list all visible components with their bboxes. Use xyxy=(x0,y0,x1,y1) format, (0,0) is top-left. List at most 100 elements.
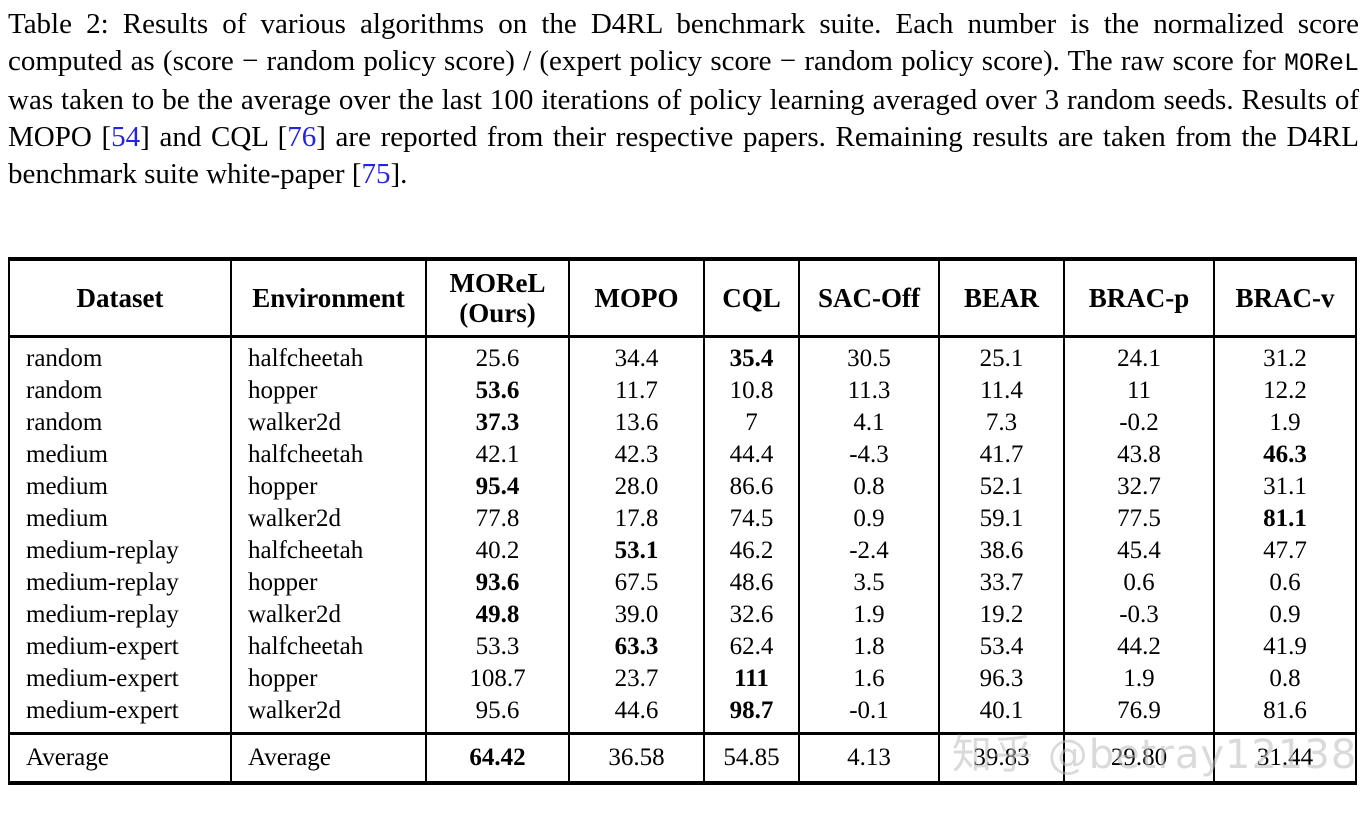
score-cell: 46.3 xyxy=(1213,439,1357,471)
score-cell: 77.8 xyxy=(425,503,570,535)
column-header: MOReL (Ours) xyxy=(425,259,570,337)
code-text: MOReL xyxy=(1283,49,1359,78)
score-cell: 49.8 xyxy=(425,599,570,631)
score-cell: 111 xyxy=(703,663,800,695)
results-table: Dataset Environment MOReL (Ours) MOPO CQL SAC… xyxy=(8,257,1357,785)
score-cell: 0.6 xyxy=(1213,567,1357,599)
table-row: random hopper 53.6 11.7 10.8 11.3 11.4 11 12.2 xyxy=(8,375,1357,407)
average-score-cell: 54.85 xyxy=(703,733,800,783)
score-cell: -4.3 xyxy=(798,439,940,471)
table-row: medium-expert walker2d 95.6 44.6 98.7 -0.1 40.… xyxy=(8,695,1357,734)
score-cell: 39.0 xyxy=(568,599,705,631)
score-cell: 74.5 xyxy=(703,503,800,535)
dataset-cell: medium-expert xyxy=(8,663,232,695)
header-row: Dataset Environment MOReL (Ours) MOPO CQL SAC… xyxy=(8,259,1357,337)
average-score-cell: 29.80 xyxy=(1063,733,1215,783)
table-row: medium-expert hopper 108.7 23.7 111 1.6 96.3 1.… xyxy=(8,663,1357,695)
dataset-cell: medium xyxy=(8,503,232,535)
score-cell: 45.4 xyxy=(1063,535,1215,567)
score-cell: 35.4 xyxy=(703,336,800,375)
environment-cell: halfcheetah xyxy=(230,535,427,567)
score-cell: 1.6 xyxy=(798,663,940,695)
column-header: Dataset xyxy=(8,259,232,337)
score-cell: 1.9 xyxy=(798,599,940,631)
dataset-cell: medium xyxy=(8,471,232,503)
score-cell: 42.1 xyxy=(425,439,570,471)
score-cell: 40.1 xyxy=(938,695,1065,734)
score-cell: 19.2 xyxy=(938,599,1065,631)
score-cell: 41.9 xyxy=(1213,631,1357,663)
caption-text: ]. xyxy=(390,158,408,190)
score-cell: 52.1 xyxy=(938,471,1065,503)
citation-link[interactable]: 54 xyxy=(111,121,141,153)
column-header: BRAC-p xyxy=(1063,259,1215,337)
score-cell: 33.7 xyxy=(938,567,1065,599)
score-cell: 53.3 xyxy=(425,631,570,663)
dataset-cell: medium-expert xyxy=(8,695,232,734)
score-cell: 44.2 xyxy=(1063,631,1215,663)
score-cell: 0.9 xyxy=(798,503,940,535)
score-cell: 48.6 xyxy=(703,567,800,599)
column-header: CQL xyxy=(703,259,800,337)
column-header: SAC-Off xyxy=(798,259,940,337)
score-cell: -2.4 xyxy=(798,535,940,567)
table-row: medium-replay halfcheetah 40.2 53.1 46.2 -2.4… xyxy=(8,535,1357,567)
score-cell: 93.6 xyxy=(425,567,570,599)
citation-link[interactable]: 76 xyxy=(287,121,317,153)
score-cell: 12.2 xyxy=(1213,375,1357,407)
score-cell: 98.7 xyxy=(703,695,800,734)
score-cell: 30.5 xyxy=(798,336,940,375)
score-cell: 0.8 xyxy=(798,471,940,503)
score-cell: 7.3 xyxy=(938,407,1065,439)
environment-cell: halfcheetah xyxy=(230,336,427,375)
score-cell: 63.3 xyxy=(568,631,705,663)
table-caption: Table 2: Results of various algorithms o… xyxy=(8,6,1359,193)
average-score-cell: 4.13 xyxy=(798,733,940,783)
score-cell: 0.6 xyxy=(1063,567,1215,599)
score-cell: 11.3 xyxy=(798,375,940,407)
score-cell: 34.4 xyxy=(568,336,705,375)
score-cell: 46.2 xyxy=(703,535,800,567)
environment-cell: walker2d xyxy=(230,407,427,439)
column-header: BRAC-v xyxy=(1213,259,1357,337)
score-cell: 11.7 xyxy=(568,375,705,407)
score-cell: 3.5 xyxy=(798,567,940,599)
score-cell: 1.9 xyxy=(1063,663,1215,695)
score-cell: 81.6 xyxy=(1213,695,1357,734)
score-cell: 108.7 xyxy=(425,663,570,695)
environment-cell: walker2d xyxy=(230,695,427,734)
score-cell: 11.4 xyxy=(938,375,1065,407)
score-cell: 7 xyxy=(703,407,800,439)
score-cell: 81.1 xyxy=(1213,503,1357,535)
score-cell: 24.1 xyxy=(1063,336,1215,375)
score-cell: 95.6 xyxy=(425,695,570,734)
dataset-cell: medium xyxy=(8,439,232,471)
caption-text: Table 2: Results of various algorithms o… xyxy=(8,8,1359,77)
caption-text: ] are reported from their respective pap… xyxy=(8,121,1359,190)
score-cell: 42.3 xyxy=(568,439,705,471)
citation-link[interactable]: 75 xyxy=(361,158,391,190)
environment-cell: halfcheetah xyxy=(230,439,427,471)
score-cell: 31.1 xyxy=(1213,471,1357,503)
environment-cell: walker2d xyxy=(230,503,427,535)
average-score-cell: 39.83 xyxy=(938,733,1065,783)
environment-cell: hopper xyxy=(230,663,427,695)
dataset-cell: medium-expert xyxy=(8,631,232,663)
score-cell: 37.3 xyxy=(425,407,570,439)
score-cell: -0.3 xyxy=(1063,599,1215,631)
score-cell: 23.7 xyxy=(568,663,705,695)
score-cell: 0.8 xyxy=(1213,663,1357,695)
score-cell: 44.6 xyxy=(568,695,705,734)
score-cell: 38.6 xyxy=(938,535,1065,567)
score-cell: 96.3 xyxy=(938,663,1065,695)
score-cell: 76.9 xyxy=(1063,695,1215,734)
score-cell: 77.5 xyxy=(1063,503,1215,535)
table-row: medium walker2d 77.8 17.8 74.5 0.9 59.1 77.5 81.… xyxy=(8,503,1357,535)
table-row: medium halfcheetah 42.1 42.3 44.4 -4.3 41.7 43.… xyxy=(8,439,1357,471)
score-cell: -0.2 xyxy=(1063,407,1215,439)
average-score-cell: 36.58 xyxy=(568,733,705,783)
caption-text: was taken to be the average over the las… xyxy=(8,84,1359,153)
score-cell: 1.8 xyxy=(798,631,940,663)
column-header: BEAR xyxy=(938,259,1065,337)
dataset-cell: random xyxy=(8,407,232,439)
